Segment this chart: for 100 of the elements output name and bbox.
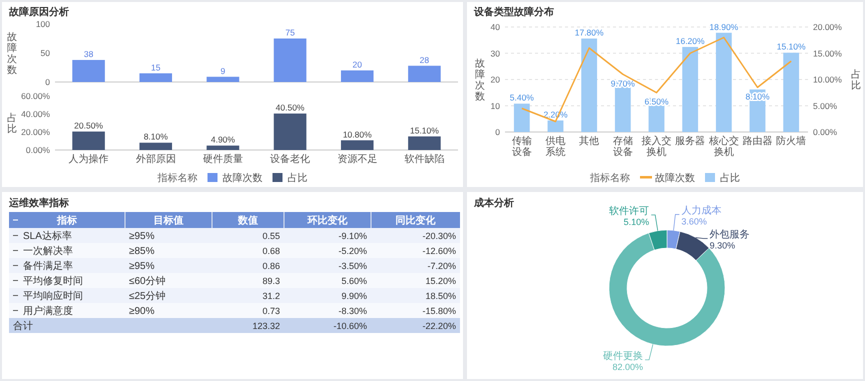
legend-title: 指标名称 (156, 172, 198, 184)
y-axis-title: 故障次数 (475, 58, 485, 102)
x-tick-label: 资源不足 (337, 153, 378, 165)
bar (139, 142, 172, 150)
bar (274, 38, 306, 82)
legend-label: 故障次数 (222, 172, 262, 184)
y2-axis-title: 占比 (851, 68, 861, 92)
y-axis-title: 占比 (7, 112, 17, 135)
y-tick-label: 60.00% (21, 91, 50, 101)
text: ≤60分钟 (129, 276, 166, 287)
data-label: 15.10% (410, 125, 440, 136)
data-label: 18.90% (709, 22, 739, 32)
y-tick-label: 0 (45, 77, 50, 87)
x-tick-label: 设备老化 (270, 153, 310, 165)
y-tick-label: 40.00% (21, 109, 50, 119)
text: ≥95% (129, 231, 155, 242)
legend-label: 占比 (288, 172, 308, 184)
y-axis-title: 故障次数 (7, 32, 17, 76)
text: ≥85% (129, 246, 155, 257)
slice-label: 硬件更换 (603, 350, 644, 362)
y2-tick-label: 0.00% (813, 127, 838, 137)
data-label: 9.30% (710, 240, 736, 250)
x-tick-label: 人为操作 (68, 153, 109, 165)
y2-tick-label: 5.00% (813, 100, 838, 111)
x-tick-label: 核心交换机 (708, 135, 739, 158)
data-label: 8.10% (144, 132, 168, 142)
category-label: 备件满足率 (23, 261, 73, 272)
slice-label: 软件许可 (609, 204, 650, 217)
y-tick-label: 0.00% (26, 145, 50, 155)
text: -7.20% (427, 261, 456, 271)
category-label: 指标 (56, 214, 77, 226)
chart-title: 设备类型故障分布 (473, 6, 554, 18)
bar (408, 136, 441, 150)
data-label: 20 (352, 59, 362, 70)
x-tick-label: 外部原因 (136, 153, 176, 165)
x-tick-label: 其他 (579, 135, 600, 147)
y-tick-label: 100 (36, 19, 50, 29)
text: ≥90% (129, 306, 155, 317)
data-label: 10.80% (342, 129, 372, 140)
bar (408, 66, 441, 82)
text: -12.60% (422, 246, 456, 256)
text: 31.2 (262, 291, 280, 301)
text: 15.20% (425, 276, 456, 286)
text: -10.60% (333, 321, 367, 331)
bar (72, 132, 105, 150)
x-tick-label: 硬件质量 (202, 153, 243, 165)
category-label: 合计 (13, 321, 33, 332)
slice-label: 人力成本 (681, 204, 722, 216)
text: 成本分析 (473, 197, 514, 209)
x-tick-label: 传输设备 (512, 135, 532, 158)
text: ≤25分钟 (129, 291, 166, 302)
y2-tick-label: 20.00% (813, 22, 842, 32)
data-label: 5.10% (624, 216, 650, 227)
y-tick-label: 20 (490, 74, 500, 84)
x-tick-label: 供电系统 (546, 135, 566, 158)
y-tick-label: 0 (495, 127, 500, 137)
bar (139, 73, 172, 82)
category-label: 数值 (237, 214, 258, 226)
category-label: 环比变化 (306, 214, 348, 226)
data-label: 75 (285, 28, 296, 38)
data-label: 3.60% (681, 216, 707, 226)
text: 89.3 (262, 276, 280, 286)
y2-tick-label: 15.00% (813, 48, 842, 58)
text: 0.68 (262, 246, 280, 256)
text: -3.50% (338, 261, 367, 271)
text: 18.50% (425, 291, 456, 301)
text: -22.20% (422, 321, 456, 331)
legend-label: 故障次数 (655, 172, 695, 184)
text: 0.55 (262, 231, 280, 241)
text: -20.30% (422, 231, 456, 241)
text: -9.10% (338, 231, 367, 241)
chart-title: 故障原因分析 (8, 6, 69, 18)
y2-tick-label: 10.00% (813, 74, 842, 84)
category-label: 一次解决率 (23, 246, 73, 257)
legend-label: 占比 (720, 172, 740, 184)
category-label: SLA达标率 (23, 231, 72, 242)
text: 5.60% (341, 276, 367, 286)
x-tick-label: 防火墙 (776, 135, 806, 147)
data-label: 40.50% (276, 102, 305, 113)
data-label: 15.10% (776, 42, 806, 52)
y-tick-label: 10 (490, 100, 500, 111)
text: 0.86 (262, 261, 280, 271)
data-label: 38 (84, 48, 94, 59)
text: -15.80% (422, 306, 456, 316)
bar (340, 140, 374, 150)
category-label: 平均响应时间 (23, 291, 83, 302)
slice-label: 外包服务 (710, 228, 750, 240)
category-label: 用户满意度 (23, 306, 73, 317)
text: -5.20% (338, 246, 367, 256)
data-label: 15 (151, 62, 161, 72)
data-label: 20.50% (74, 120, 104, 131)
data-label: 82.00% (612, 362, 644, 372)
x-tick-label: 软件缺陷 (404, 153, 444, 165)
data-label: 5.40% (510, 92, 534, 103)
category-label: 平均修复时间 (23, 276, 83, 287)
data-label: 4.90% (210, 134, 236, 145)
text: ≥95% (129, 261, 155, 272)
y-tick-label: 50 (40, 48, 50, 58)
category-label: 目标值 (154, 214, 184, 226)
bar (206, 146, 240, 150)
